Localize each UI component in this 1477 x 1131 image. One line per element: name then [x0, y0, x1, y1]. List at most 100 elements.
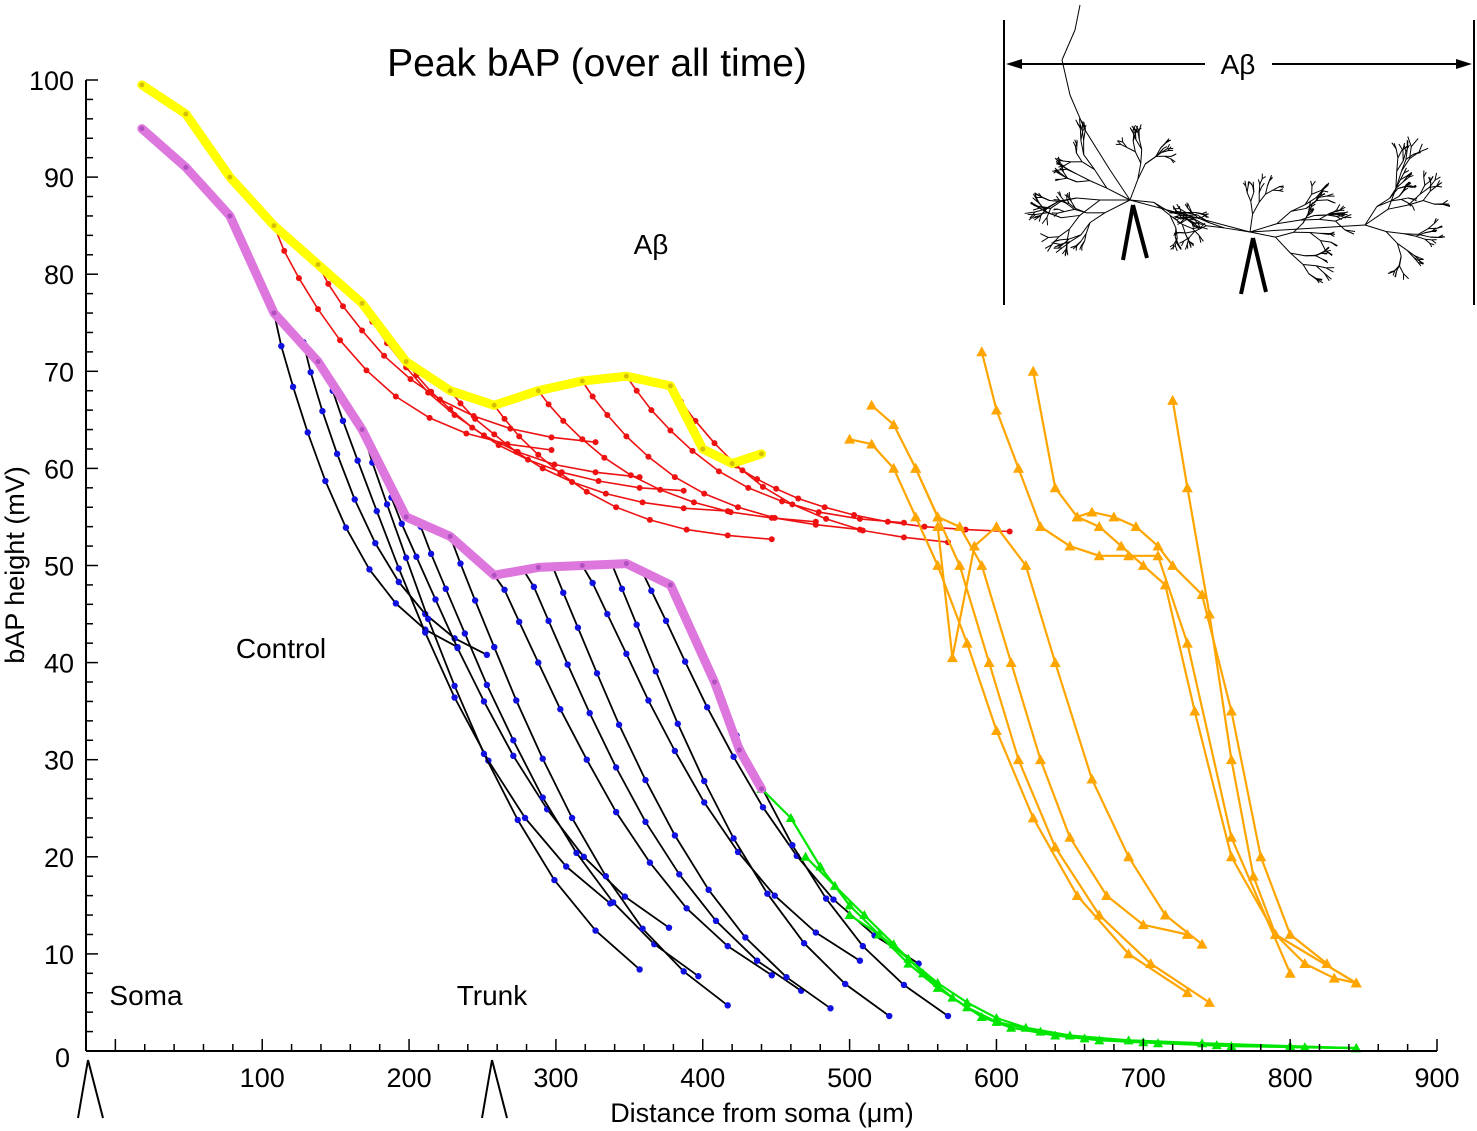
data-point: [307, 369, 314, 376]
dendrite-segment: [1057, 244, 1063, 249]
dendrite-segment: [1164, 155, 1171, 160]
data-point: [589, 579, 596, 587]
dendrite-segment: [1061, 214, 1080, 219]
dendrite-segment: [1132, 127, 1135, 133]
data-point: [886, 1012, 893, 1020]
data-point: [900, 981, 908, 989]
data-point: [729, 461, 735, 467]
dendrite-segment: [1423, 176, 1426, 186]
data-point: [783, 974, 790, 981]
dendrite-segment: [1268, 177, 1273, 182]
dendrite-segment: [1314, 252, 1323, 256]
dendrite-segment: [1395, 171, 1398, 189]
dendrite-segment: [1436, 182, 1443, 187]
data-point: [454, 644, 461, 652]
data-point: [395, 578, 402, 586]
dendrite-segment: [1200, 214, 1208, 218]
dendrite-segment: [1429, 242, 1435, 246]
dendrite-segment: [1135, 139, 1143, 150]
dendrite-segment: [1344, 229, 1356, 232]
data-point: [690, 499, 697, 506]
data-point: [483, 651, 491, 659]
dendrite-segment: [1328, 232, 1336, 235]
dendrite-segment: [1395, 271, 1397, 278]
dendrite-segment: [1249, 231, 1276, 238]
dendrite-segment: [1177, 243, 1182, 250]
data-point: [859, 527, 866, 534]
data-point: [1130, 521, 1142, 532]
data-point: [442, 585, 449, 593]
data-point: [551, 461, 558, 468]
data-point: [665, 924, 673, 931]
y-tick-label: 20: [44, 843, 74, 873]
dendrite-segment: [1075, 208, 1087, 214]
data-point: [1225, 754, 1237, 765]
dendrite-segment: [1055, 247, 1063, 253]
dendrite-segment: [1434, 176, 1441, 181]
data-point: [844, 900, 855, 910]
data-point: [859, 942, 867, 950]
dendrite-segment: [1398, 255, 1402, 266]
dendrite-segment: [1307, 206, 1312, 214]
dendrite-segment: [1311, 208, 1315, 214]
dendrite-segment: [1245, 186, 1248, 193]
data-point: [592, 469, 599, 476]
dendrite-segment: [1048, 236, 1059, 239]
data-point: [1093, 909, 1105, 920]
data-point: [363, 367, 370, 374]
dendrite-segment: [1046, 208, 1052, 218]
data-point: [227, 213, 233, 219]
data-point: [712, 917, 720, 925]
dendrite-segment: [1411, 185, 1417, 188]
data-point: [642, 818, 649, 826]
data-point: [583, 756, 590, 763]
dendrite-segment: [1052, 239, 1061, 243]
data-point: [680, 487, 687, 494]
data-point: [457, 400, 464, 407]
data-point: [395, 565, 402, 572]
dendrite-segment: [1308, 273, 1317, 279]
data-point: [771, 514, 778, 521]
dendrite-segment: [1041, 237, 1049, 243]
data-point: [724, 942, 731, 950]
data-point: [1027, 365, 1039, 376]
dendrite-segment: [1061, 29, 1076, 61]
dendrite-segment: [1433, 217, 1437, 224]
data-point: [613, 504, 620, 511]
x-tick-label: 600: [974, 1063, 1019, 1093]
dendrite-segment: [1074, 4, 1081, 31]
dendrite-segment: [1400, 175, 1408, 181]
dendrite-segment: [1310, 202, 1314, 208]
dendrite-segment: [1443, 204, 1451, 207]
dendrite-segment: [1075, 152, 1083, 162]
trunk-electrode-icon: [481, 1059, 508, 1119]
dendrite-segment: [1134, 128, 1139, 134]
y-tick-label: 100: [29, 66, 74, 96]
data-point: [621, 893, 629, 900]
data-point: [844, 910, 855, 920]
data-point: [695, 973, 702, 980]
data-point: [683, 526, 690, 533]
data-point: [562, 863, 570, 870]
dendrite-segment: [1398, 190, 1404, 197]
dendrite-segment: [1084, 129, 1111, 171]
data-point: [671, 474, 678, 481]
data-point: [1123, 851, 1135, 862]
data-point: [947, 992, 958, 1002]
dendrite-segment: [1320, 183, 1328, 191]
dendrite-segment: [1075, 245, 1078, 251]
series-line-control-tail-3: [848, 913, 1358, 1050]
data-point: [900, 534, 907, 541]
data-point: [183, 111, 189, 117]
data-point: [712, 679, 718, 685]
data-point: [888, 419, 900, 430]
dendrite-segment: [1406, 183, 1411, 187]
data-point: [457, 560, 464, 567]
dendrite-segment: [1155, 147, 1161, 157]
data-point: [602, 490, 609, 497]
data-point: [545, 617, 552, 625]
data-point: [580, 853, 588, 860]
data-point: [1137, 919, 1149, 930]
dendrite-segment: [1424, 238, 1431, 244]
dendrite-segment: [1202, 214, 1210, 218]
